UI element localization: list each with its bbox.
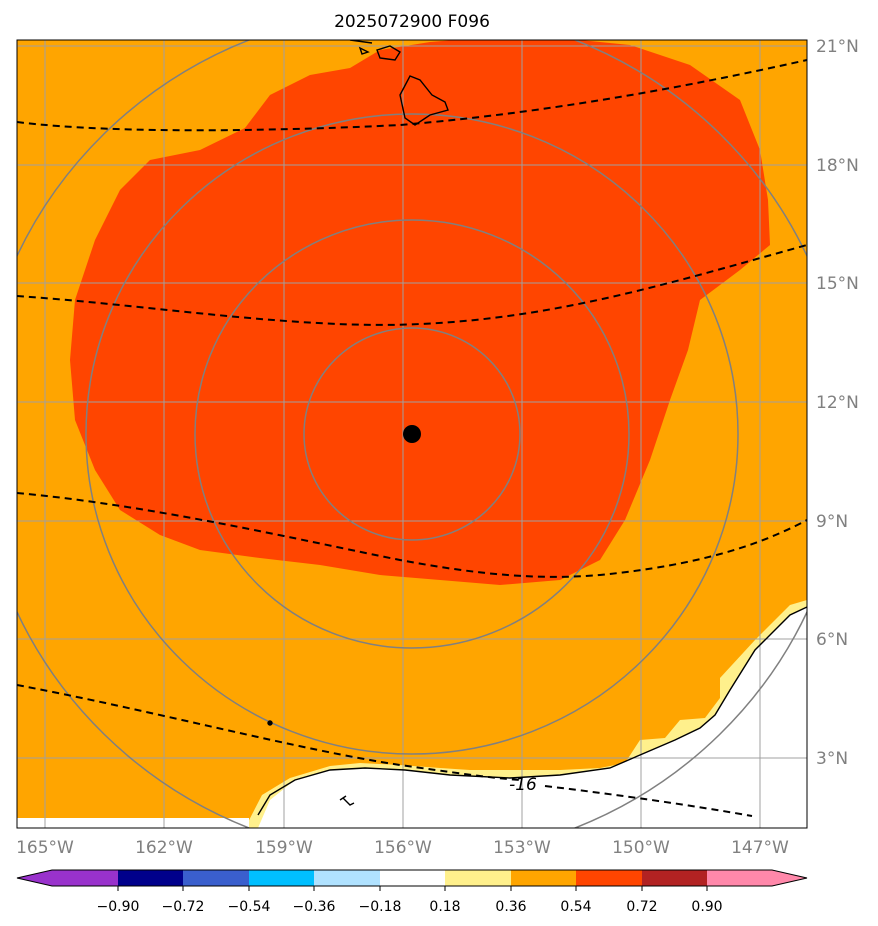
lat-label: 12°N bbox=[816, 393, 859, 413]
field-null-strip bbox=[17, 818, 249, 828]
colorbar-extend-low bbox=[17, 870, 52, 886]
colorbar-bin bbox=[314, 870, 380, 886]
lat-label: 6°N bbox=[816, 630, 848, 650]
colorbar-tick-label: −0.54 bbox=[228, 899, 271, 915]
colorbar-tick-label: 0.54 bbox=[560, 899, 591, 915]
colorbar-tick-label: −0.90 bbox=[97, 899, 140, 915]
storm-center-marker bbox=[403, 425, 421, 443]
lon-label: 159°W bbox=[255, 838, 313, 858]
lat-axis-labels: 21°N 18°N 15°N 12°N 9°N 6°N 3°N bbox=[816, 37, 859, 769]
colorbar-extend-high bbox=[772, 870, 807, 886]
field-null-region bbox=[258, 607, 807, 828]
colorbar-tick-label: −0.72 bbox=[162, 899, 205, 915]
lat-label: 15°N bbox=[816, 274, 859, 294]
colorbar-bin bbox=[445, 870, 511, 886]
map-frame bbox=[16, 39, 808, 829]
colorbar-bin bbox=[576, 870, 642, 886]
colorbar-bin bbox=[380, 870, 445, 886]
map-area: -16 bbox=[17, 40, 807, 828]
lon-label: 156°W bbox=[374, 838, 432, 858]
colorbar-tick-label: 0.90 bbox=[691, 899, 722, 915]
colorbar-tick-label: 0.36 bbox=[495, 899, 526, 915]
lat-label: 9°N bbox=[816, 512, 848, 532]
lon-label: 150°W bbox=[612, 838, 670, 858]
map-title: 2025072900 F096 bbox=[334, 12, 490, 32]
colorbar-bin bbox=[249, 870, 314, 886]
colorbar-outline bbox=[16, 869, 808, 887]
colorbar-tick-label: −0.18 bbox=[359, 899, 402, 915]
contour-label: -16 bbox=[509, 775, 537, 795]
colorbar-bin bbox=[707, 870, 772, 886]
colorbar-tick-marks bbox=[117, 886, 708, 891]
coastlines bbox=[257, 40, 807, 816]
graticule bbox=[17, 40, 807, 828]
lon-label: 165°W bbox=[16, 838, 74, 858]
lat-label: 21°N bbox=[816, 37, 859, 57]
lon-label: 162°W bbox=[135, 838, 193, 858]
colorbar-tick-label: −0.36 bbox=[293, 899, 336, 915]
contour-lines bbox=[17, 59, 807, 817]
colorbar-tick-label: 0.72 bbox=[626, 899, 657, 915]
colorbar-bin bbox=[642, 870, 707, 886]
colorbar-bin bbox=[52, 870, 118, 886]
lon-label: 153°W bbox=[493, 838, 551, 858]
colorbar-bin bbox=[183, 870, 249, 886]
field-high-region bbox=[70, 40, 770, 585]
colorbar-bin bbox=[511, 870, 576, 886]
range-rings bbox=[17, 40, 807, 828]
lon-label: 147°W bbox=[731, 838, 789, 858]
colorbar-tick-label: 0.18 bbox=[429, 899, 460, 915]
colorbar-bin bbox=[118, 870, 183, 886]
colorbar: −0.90 −0.72 −0.54 −0.36 −0.18 0.18 0.36 … bbox=[16, 869, 808, 915]
lat-label: 3°N bbox=[816, 749, 848, 769]
lon-axis-labels: 165°W 162°W 159°W 156°W 153°W 150°W 147°… bbox=[16, 838, 789, 858]
lat-label: 18°N bbox=[816, 156, 859, 176]
